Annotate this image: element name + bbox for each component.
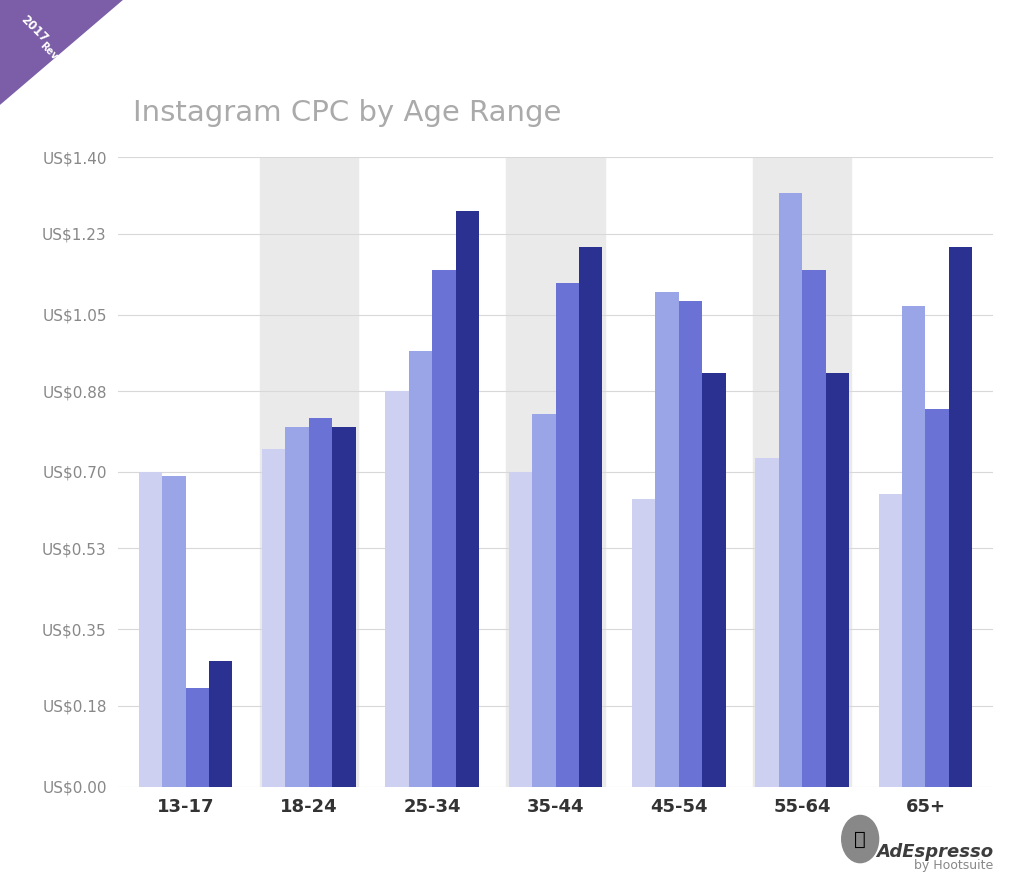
- Bar: [532, 413, 556, 787]
- Bar: [260, 157, 358, 787]
- Bar: [185, 688, 209, 787]
- Bar: [309, 418, 333, 787]
- Text: Review: Review: [38, 40, 73, 75]
- Bar: [879, 495, 902, 787]
- Bar: [509, 472, 532, 787]
- Bar: [432, 270, 456, 787]
- Text: by Hootsuite: by Hootsuite: [914, 859, 993, 872]
- Bar: [555, 283, 579, 787]
- Bar: [162, 476, 185, 787]
- Bar: [949, 247, 973, 787]
- Bar: [579, 247, 602, 787]
- Text: 2017: 2017: [18, 13, 50, 45]
- Bar: [385, 391, 409, 787]
- Text: 🤖: 🤖: [854, 829, 866, 849]
- Bar: [702, 373, 726, 787]
- Bar: [506, 157, 605, 787]
- Bar: [902, 306, 926, 787]
- Text: Instagram CPC by Age Range: Instagram CPC by Age Range: [133, 99, 561, 127]
- Bar: [926, 409, 949, 787]
- Bar: [825, 373, 849, 787]
- Bar: [802, 270, 825, 787]
- Bar: [632, 499, 655, 787]
- Polygon shape: [0, 0, 123, 105]
- Bar: [753, 157, 851, 787]
- Circle shape: [842, 815, 879, 863]
- Bar: [679, 302, 702, 787]
- Bar: [262, 449, 286, 787]
- Bar: [409, 350, 432, 787]
- Bar: [756, 459, 778, 787]
- Bar: [286, 427, 309, 787]
- Bar: [138, 472, 162, 787]
- Bar: [655, 292, 679, 787]
- Text: AdEspresso: AdEspresso: [877, 843, 993, 861]
- Bar: [209, 661, 232, 787]
- Bar: [456, 212, 479, 787]
- Bar: [333, 427, 355, 787]
- Bar: [778, 193, 802, 787]
